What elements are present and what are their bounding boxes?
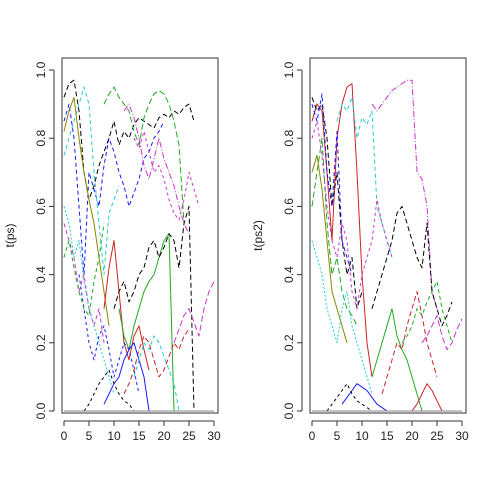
x-tick-label-5: 25	[182, 429, 196, 443]
x-tick-label-4: 20	[157, 429, 171, 443]
series-line-16	[173, 281, 215, 343]
series-line-14	[103, 342, 150, 412]
x-tick-label-0: 0	[309, 429, 316, 443]
y-axis-label: t(ps2)	[251, 220, 265, 251]
series-line-8	[311, 154, 348, 343]
series-line-9	[113, 205, 195, 412]
series-line-6	[63, 96, 110, 326]
x-tick-label-6: 30	[455, 429, 469, 443]
series-line-12	[63, 206, 115, 395]
series-line-15	[63, 223, 105, 316]
y-tick-label-3: 0.6	[282, 198, 296, 215]
series-line-3	[311, 93, 353, 275]
y-tick-label-5: 1.0	[282, 61, 296, 78]
y-tick-label-2: 0.4	[34, 266, 48, 283]
series-line-12	[341, 383, 392, 412]
plot-frame	[61, 57, 219, 414]
series-line-5	[311, 137, 358, 327]
x-tick-label-3: 15	[380, 429, 394, 443]
y-tick-label-3: 0.6	[34, 198, 48, 215]
series-line-13	[123, 328, 190, 395]
y-tick-label-4: 0.8	[282, 130, 296, 147]
series-line-5	[63, 86, 120, 276]
x-tick-label-5: 25	[430, 429, 444, 443]
y-tick-label-1: 0.2	[34, 334, 48, 351]
y-axis-label: t(ps)	[3, 223, 17, 247]
series-line-3	[133, 130, 200, 221]
x-tick-label-6: 30	[207, 429, 221, 443]
series-line-10	[381, 291, 438, 395]
series-line-11	[311, 240, 373, 395]
y-tick-label-0: 0.0	[282, 402, 296, 419]
series-line-9	[371, 308, 423, 412]
y-tick-label-0: 0.0	[34, 402, 48, 419]
left-plot-panel: 0 5 10 15 20 25 30 0.0 0.2 0.4 0.6 0.8 1.0 t(ps)	[3, 57, 221, 443]
series-line-8	[118, 233, 175, 412]
right-plot-panel: 0 5 10 15 20 25 30 0.0 0.2 0.4 0.6 0.8 1.0 t(ps2)	[251, 57, 469, 443]
series-line-17	[83, 369, 135, 412]
series-line-1	[63, 103, 165, 276]
x-tick-label-2: 10	[355, 429, 369, 443]
x-tick-label-4: 20	[405, 429, 419, 443]
series-line-0	[63, 79, 195, 201]
series-line-6	[311, 120, 393, 310]
plot-frame	[309, 57, 467, 414]
y-tick-label-1: 0.2	[282, 334, 296, 351]
series-line-1	[371, 79, 438, 309]
series-line-14	[401, 280, 453, 344]
x-tick-label-1: 5	[86, 429, 93, 443]
series-line-15	[326, 383, 373, 412]
y-tick-label-4: 0.8	[34, 130, 48, 147]
series-line-11	[63, 223, 105, 343]
series-line-4	[123, 103, 190, 234]
x-tick-label-1: 5	[334, 429, 341, 443]
x-tick-label-2: 10	[107, 429, 121, 443]
series-line-7	[371, 205, 453, 327]
series-line-16	[411, 383, 443, 412]
series-line-13	[421, 315, 463, 351]
series-line-2	[103, 86, 185, 224]
x-tick-label-3: 15	[132, 429, 146, 443]
x-tick-label-0: 0	[61, 429, 68, 443]
series-line-7	[103, 240, 150, 371]
series-line-2	[311, 97, 363, 310]
series-line-4	[336, 96, 393, 258]
y-tick-label-5: 1.0	[34, 61, 48, 78]
y-tick-label-2: 0.4	[282, 266, 296, 283]
